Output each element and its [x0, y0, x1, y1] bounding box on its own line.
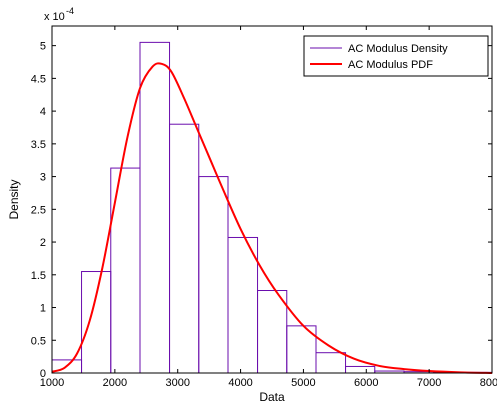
y-tick-label: 5: [40, 41, 46, 53]
x-tick-label: 2000: [103, 377, 127, 389]
y-exponent-power: -4: [66, 6, 74, 16]
x-tick-label: 7000: [417, 377, 441, 389]
y-tick-label: 4: [40, 106, 46, 118]
legend: AC Modulus Density AC Modulus PDF: [303, 35, 489, 77]
y-tick-label: 3: [40, 172, 46, 184]
legend-entry: AC Modulus Density: [348, 43, 448, 55]
legend-entry: AC Modulus PDF: [348, 59, 433, 71]
y-tick-label: 2: [40, 237, 46, 249]
y-tick-label: 3.5: [31, 139, 46, 151]
x-axis-label: Data: [259, 390, 285, 404]
y-tick-label: 1.5: [31, 270, 46, 282]
y-tick-label: 0.5: [31, 335, 46, 347]
x-tick-label: 6000: [354, 377, 378, 389]
axes-frame: [51, 25, 493, 374]
plot-background: [52, 26, 492, 373]
y-axis-label: Density: [7, 179, 21, 219]
x-tick-label: 3000: [165, 377, 189, 389]
x-tick-label: 5000: [291, 377, 315, 389]
y-tick-label: 0: [40, 368, 46, 380]
x-tick-label: 1000: [40, 377, 64, 389]
legend-box: [303, 35, 489, 77]
y-exponent-label: x 10: [44, 11, 65, 23]
y-tick-label: 4.5: [31, 73, 46, 85]
y-tick-label: 1: [40, 303, 46, 315]
y-tick-label: 2.5: [31, 204, 46, 216]
pdf-line: [51, 62, 493, 374]
x-tick-label: 4000: [228, 377, 252, 389]
